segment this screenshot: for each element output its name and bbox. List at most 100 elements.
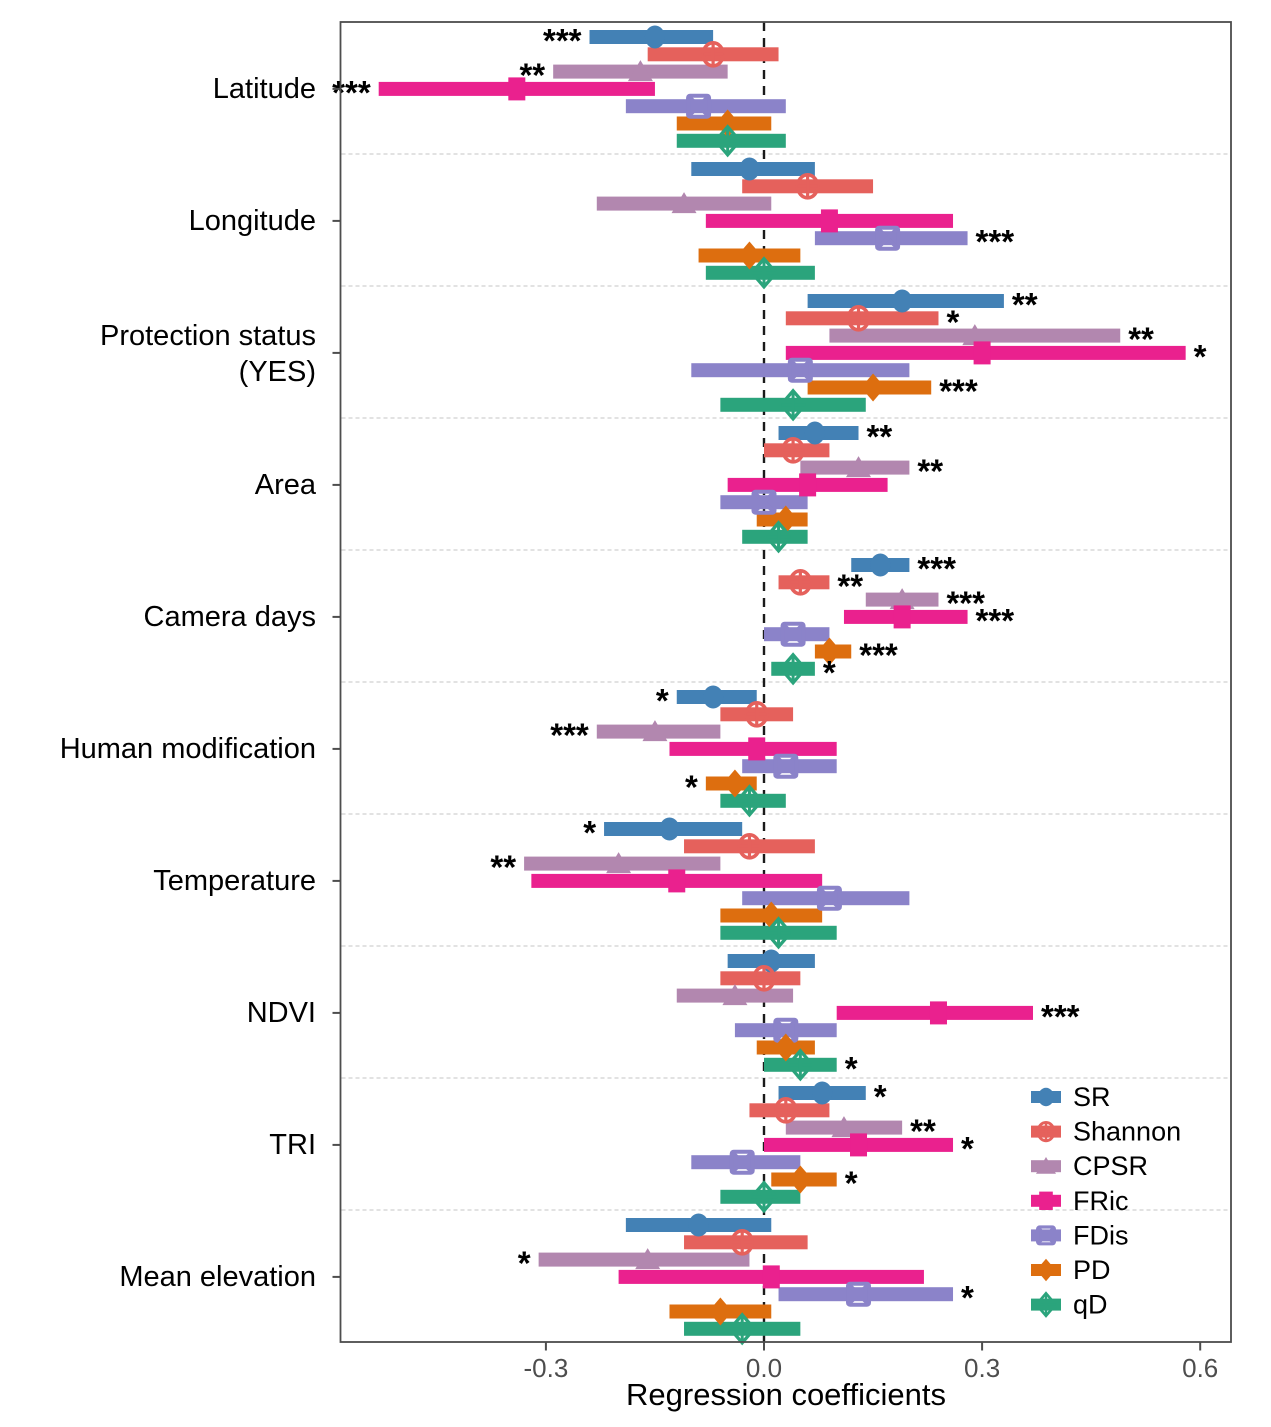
filled-circle-glyph [1038, 1087, 1054, 1107]
filled-square-glyph [893, 605, 911, 629]
ci-bar-FDis [742, 891, 910, 906]
filled-circle-glyph [703, 685, 724, 709]
point-marker-circle [1038, 1087, 1054, 1107]
point-marker-triangle [889, 588, 915, 610]
point-marker-diamond [817, 637, 842, 666]
filled-diamond-glyph [788, 1165, 813, 1194]
point-marker-circle-cross [701, 40, 725, 68]
significance-stars: *** [859, 637, 898, 674]
open-square-glyph [780, 621, 806, 647]
ci-bar-FDis [814, 231, 968, 246]
diag-2 [731, 1151, 753, 1173]
filled-diamond-glyph [1036, 1258, 1056, 1282]
point-marker-triangle [1036, 1157, 1056, 1174]
point-marker-diamond-cross [749, 1180, 779, 1214]
triangle-glyph [962, 324, 988, 346]
ci-bar-FDis [691, 1155, 801, 1170]
diag-2 [1037, 1227, 1055, 1244]
filled-circle-glyph [644, 25, 665, 49]
y-axis-label: Protection status [100, 320, 316, 352]
point-marker-square [508, 77, 526, 101]
point-marker-circle-cross [752, 964, 776, 992]
filled-circle-glyph [892, 289, 913, 313]
diag-2 [753, 491, 775, 513]
point-marker-diamond [773, 1033, 798, 1062]
point-marker-circle [804, 421, 825, 445]
significance-stars: * [1194, 338, 1207, 375]
point-marker-square [850, 1133, 868, 1157]
significance-stars: ** [917, 453, 943, 490]
legend-item-PD: PD [1031, 1255, 1111, 1285]
filled-diamond-glyph [861, 373, 886, 402]
point-marker-diamond-cross [778, 388, 808, 422]
open-square-glyph [686, 93, 712, 119]
filled-diamond-glyph [773, 1033, 798, 1062]
legend-item-label: qD [1073, 1290, 1108, 1320]
y-axis-label: (YES) [239, 356, 316, 388]
significance-stars: ** [490, 849, 516, 886]
filled-square-glyph [850, 1133, 868, 1157]
significance-stars: * [946, 303, 959, 340]
filled-square-glyph [799, 473, 817, 497]
point-marker-square-x [686, 93, 712, 119]
triangle-glyph [846, 456, 872, 478]
point-marker-circle-cross [744, 700, 769, 728]
significance-stars: *** [976, 223, 1015, 260]
filled-diamond-glyph [708, 1297, 733, 1326]
filled-diamond-glyph [817, 637, 842, 666]
filled-circle-glyph [804, 421, 825, 445]
filled-square-glyph [929, 1001, 947, 1025]
open-square-glyph [729, 1149, 755, 1175]
legend-item-label: CPSR [1073, 1151, 1148, 1181]
y-axis-label: Mean elevation [119, 1261, 316, 1293]
significance-stars: ** [1012, 286, 1038, 323]
point-marker-triangle [635, 1248, 661, 1270]
legend-item-CPSR: CPSR [1031, 1151, 1148, 1181]
filled-circle-glyph [659, 817, 680, 841]
x-axis-tick-label: -0.3 [523, 1353, 568, 1383]
point-marker-triangle [962, 324, 988, 346]
triangle-glyph [671, 192, 697, 214]
point-marker-triangle [671, 192, 697, 214]
point-marker-triangle [642, 720, 668, 742]
open-square-glyph [1035, 1225, 1056, 1246]
point-marker-circle-cross [788, 568, 813, 596]
significance-stars: *** [946, 585, 985, 622]
y-axis-label: TRI [269, 1129, 316, 1161]
significance-stars: *** [543, 22, 582, 59]
point-marker-circle [703, 685, 724, 709]
diag-2 [848, 1283, 869, 1305]
ci-bar-FDis [764, 627, 830, 642]
point-marker-circle [812, 1081, 833, 1105]
point-marker-diamond [1036, 1258, 1056, 1282]
filled-circle-glyph [688, 1213, 709, 1237]
filled-square-glyph [973, 341, 991, 365]
filled-circle-glyph [870, 553, 891, 577]
point-marker-circle-cross [737, 832, 762, 860]
point-marker-circle [659, 817, 680, 841]
triangle-glyph [606, 852, 632, 874]
y-axis-label: Longitude [189, 205, 316, 237]
diag-2 [775, 755, 797, 777]
significance-stars: * [961, 1130, 974, 1167]
legend-item-FDis: FDis [1031, 1220, 1129, 1250]
filled-square-glyph [748, 737, 766, 761]
significance-stars: *** [976, 602, 1015, 639]
point-marker-square [668, 869, 686, 893]
open-square-glyph [816, 885, 842, 911]
significance-stars: * [518, 1245, 531, 1282]
significance-stars: ** [1128, 321, 1154, 358]
legend-item-label: FRic [1073, 1186, 1129, 1216]
point-marker-diamond-cross [713, 124, 742, 158]
point-marker-triangle [627, 60, 653, 82]
point-marker-diamond-cross [735, 784, 764, 818]
point-marker-circle [688, 1213, 709, 1237]
open-square-glyph [846, 1281, 872, 1307]
diag-2 [877, 227, 899, 249]
y-axis-label: Human modification [60, 733, 316, 765]
triangle-glyph [635, 1248, 661, 1270]
point-marker-diamond-cross [1034, 1291, 1058, 1318]
filled-diamond-glyph [715, 109, 740, 138]
y-axis-label: Area [255, 469, 317, 501]
